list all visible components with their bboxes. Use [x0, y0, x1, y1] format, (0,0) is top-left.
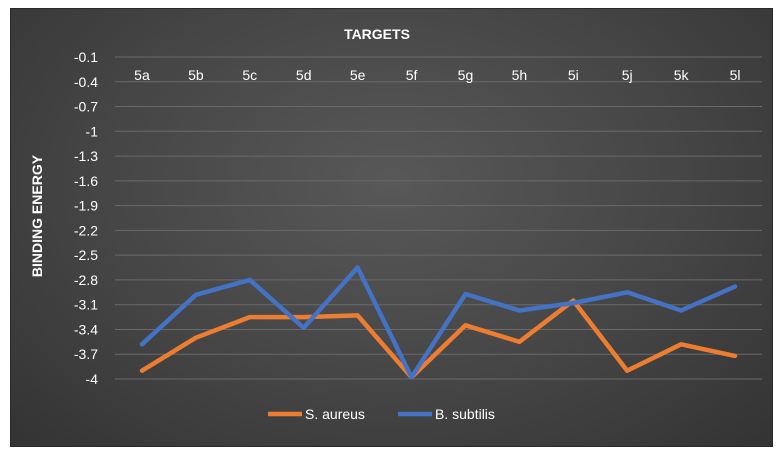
y-tick-label: -1.6: [74, 173, 98, 189]
x-axis-title: TARGETS: [344, 26, 410, 42]
x-tick-label: 5h: [512, 67, 528, 83]
y-tick-label: -4: [86, 371, 99, 387]
y-tick-label: -0.4: [74, 74, 98, 90]
y-tick-label: -3.1: [74, 297, 98, 313]
y-tick-label: -1: [86, 123, 99, 139]
y-axis-ticks: -0.1 -0.4 -0.7 -1 -1.3 -1.6 -1.9 -2.2 -2.5 -2.8 -3…: [74, 49, 98, 387]
x-tick-label: 5e: [350, 67, 366, 83]
x-tick-label: 5g: [458, 67, 474, 83]
y-tick-label: -2.8: [74, 272, 98, 288]
series-line-1: [139, 265, 738, 380]
legend-label: B. subtilis: [435, 406, 495, 422]
x-tick-label: 5c: [242, 67, 257, 83]
x-tick-label: 5k: [674, 67, 690, 83]
x-tick-label: 5a: [134, 67, 150, 83]
x-tick-label: 5i: [568, 67, 579, 83]
x-tick-label: 5l: [730, 67, 741, 83]
x-axis-ticks: 5a 5b 5c 5d 5e 5f 5g 5h 5i 5j 5k 5l: [134, 67, 740, 83]
y-tick-label: -2.5: [74, 247, 98, 263]
y-axis-title: BINDING ENERGY: [29, 154, 45, 277]
series-lines: [139, 265, 738, 380]
x-tick-label: 5b: [188, 67, 204, 83]
chart-area: [10, 8, 773, 447]
y-tick-label: -2.2: [74, 222, 98, 238]
y-tick-label: -3.7: [74, 346, 98, 362]
x-tick-label: 5f: [406, 67, 418, 83]
y-tick-label: -0.1: [74, 49, 98, 65]
x-tick-label: 5j: [622, 67, 633, 83]
y-tick-label: -1.3: [74, 148, 98, 164]
y-tick-label: -1.9: [74, 198, 98, 214]
y-tick-label: -3.4: [74, 321, 98, 337]
series-line-0: [139, 298, 738, 380]
x-tick-label: 5d: [296, 67, 312, 83]
gridlines: [115, 56, 762, 380]
legend: S. aureus B. subtilis: [268, 406, 495, 422]
legend-label: S. aureus: [305, 406, 365, 422]
y-tick-label: -0.7: [74, 99, 98, 115]
